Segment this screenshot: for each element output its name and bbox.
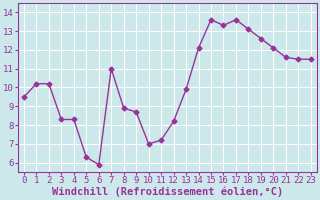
X-axis label: Windchill (Refroidissement éolien,°C): Windchill (Refroidissement éolien,°C) — [52, 187, 283, 197]
